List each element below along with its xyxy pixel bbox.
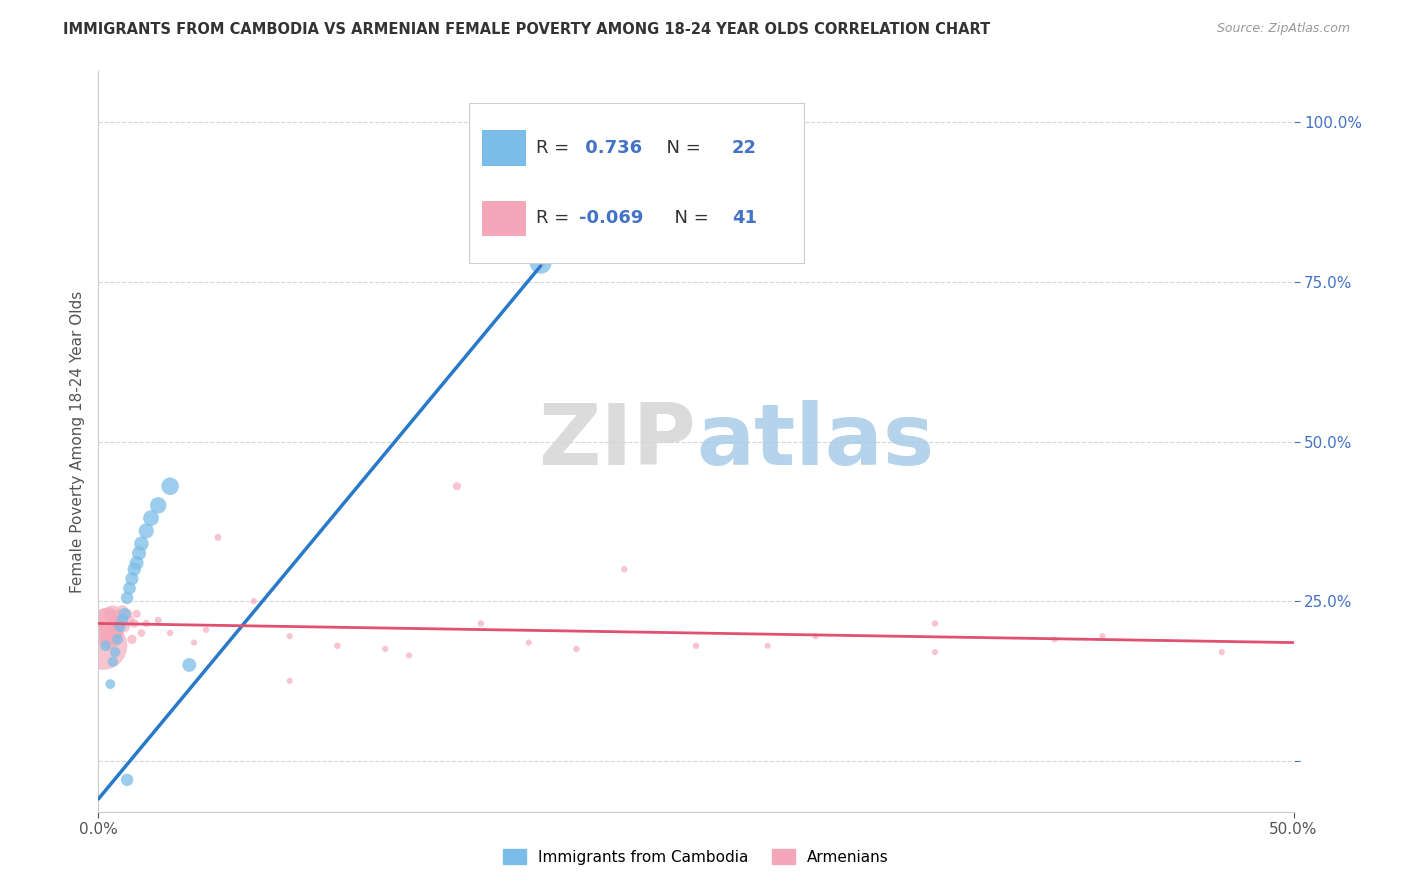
Point [124, 616, 146, 631]
Point [565, 642, 588, 657]
Point [470, 616, 492, 631]
Text: N =: N = [662, 209, 714, 227]
Point [613, 562, 636, 576]
Point [121, 632, 143, 647]
Legend: Immigrants from Cambodia, Armenians: Immigrants from Cambodia, Armenians [498, 843, 894, 871]
Point [108, 619, 131, 633]
Point [183, 635, 205, 649]
Point [756, 639, 779, 653]
Point [97, 613, 120, 627]
Point [139, 511, 162, 525]
Point [517, 635, 540, 649]
FancyBboxPatch shape [470, 103, 804, 263]
Bar [482, 201, 526, 235]
Point [207, 530, 229, 544]
Point [115, 607, 138, 621]
Point [148, 613, 170, 627]
Point [98, 632, 122, 647]
Point [530, 256, 553, 270]
Point [326, 639, 349, 653]
Point [98, 677, 122, 691]
Point [804, 629, 827, 643]
Text: N =: N = [655, 139, 707, 157]
Point [179, 657, 201, 672]
Point [398, 648, 420, 663]
Point [107, 626, 129, 640]
Point [1091, 629, 1114, 643]
Point [118, 613, 141, 627]
Point [125, 556, 148, 570]
Point [114, 619, 136, 633]
Point [121, 572, 143, 586]
Text: 22: 22 [733, 139, 756, 157]
Text: -0.069: -0.069 [579, 209, 643, 227]
Point [243, 594, 266, 608]
Point [115, 591, 138, 605]
Point [131, 536, 153, 550]
Point [111, 613, 134, 627]
Point [94, 619, 117, 633]
Point [94, 639, 117, 653]
Point [104, 645, 127, 659]
Text: 41: 41 [733, 209, 756, 227]
Point [924, 616, 946, 631]
Text: R =: R = [536, 139, 575, 157]
Text: R =: R = [536, 209, 575, 227]
Text: atlas: atlas [696, 400, 934, 483]
Point [278, 673, 301, 688]
Point [101, 607, 124, 621]
Point [125, 607, 148, 621]
Point [278, 629, 301, 643]
Point [101, 655, 124, 669]
Text: Source: ZipAtlas.com: Source: ZipAtlas.com [1216, 22, 1350, 36]
Point [91, 639, 114, 653]
Text: 0.736: 0.736 [579, 139, 643, 157]
Bar [482, 130, 526, 166]
Point [159, 479, 181, 493]
Point [924, 645, 946, 659]
Point [446, 479, 468, 493]
Point [135, 616, 157, 631]
Point [159, 626, 181, 640]
Point [128, 546, 150, 560]
Point [135, 524, 157, 538]
Point [108, 613, 131, 627]
Point [131, 626, 153, 640]
Point [124, 562, 146, 576]
Point [118, 582, 141, 596]
Point [107, 632, 129, 647]
Text: IMMIGRANTS FROM CAMBODIA VS ARMENIAN FEMALE POVERTY AMONG 18-24 YEAR OLDS CORREL: IMMIGRANTS FROM CAMBODIA VS ARMENIAN FEM… [63, 22, 990, 37]
Point [104, 616, 127, 631]
Point [115, 772, 138, 787]
Point [148, 499, 170, 513]
Point [195, 623, 218, 637]
Point [685, 639, 707, 653]
Point [114, 607, 136, 621]
Text: ZIP: ZIP [538, 400, 696, 483]
Point [374, 642, 396, 657]
Y-axis label: Female Poverty Among 18-24 Year Olds: Female Poverty Among 18-24 Year Olds [69, 291, 84, 592]
Point [111, 604, 134, 618]
Point [1043, 632, 1066, 647]
Point [1211, 645, 1233, 659]
